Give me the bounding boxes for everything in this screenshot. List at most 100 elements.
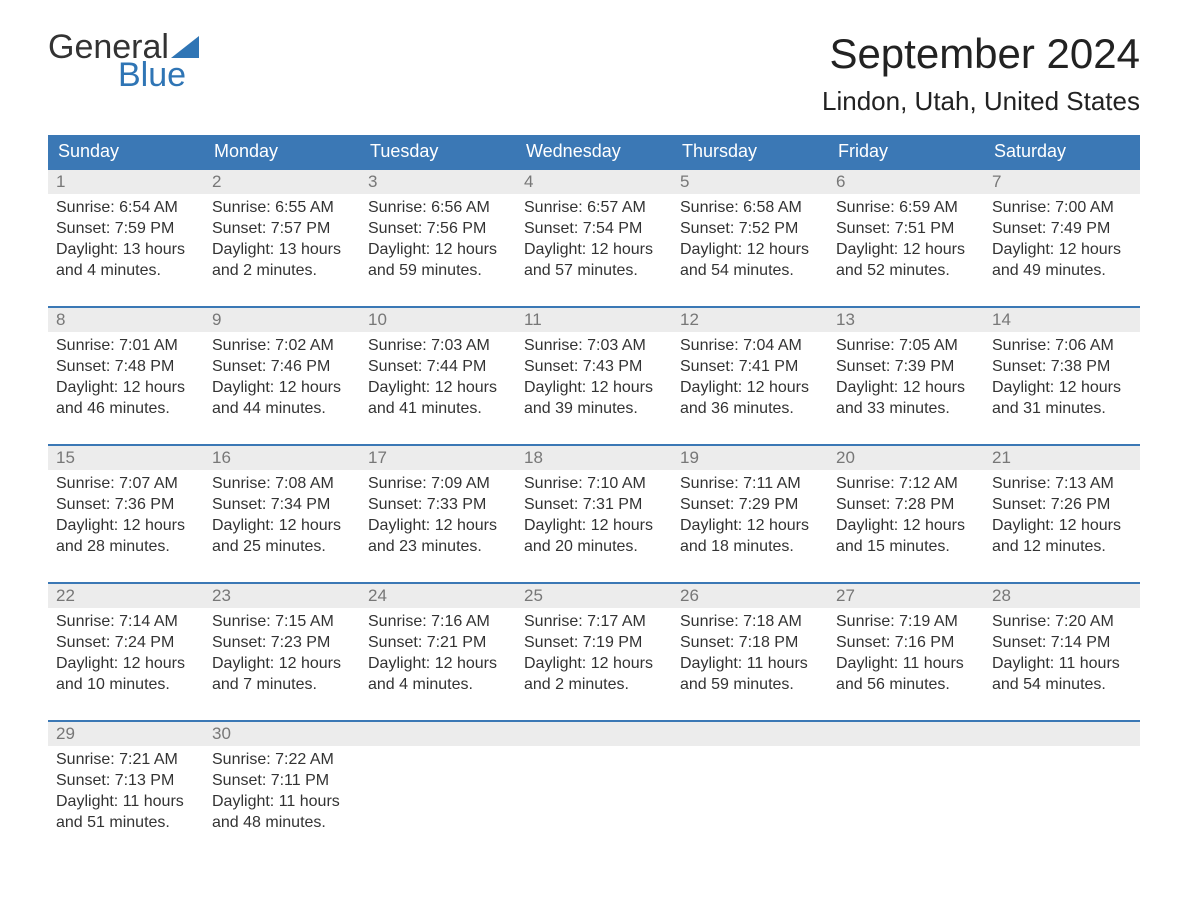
day-d1: Daylight: 12 hours bbox=[836, 516, 976, 536]
day-d2: and 7 minutes. bbox=[212, 675, 352, 695]
day-d1: Daylight: 12 hours bbox=[524, 654, 664, 674]
day-sunset: Sunset: 7:21 PM bbox=[368, 633, 508, 653]
day-sunset: Sunset: 7:48 PM bbox=[56, 357, 196, 377]
day-cell: Sunrise: 7:19 AMSunset: 7:16 PMDaylight:… bbox=[828, 608, 984, 698]
day-d1: Daylight: 12 hours bbox=[836, 378, 976, 398]
day-number: 22 bbox=[48, 582, 204, 608]
day-d2: and 54 minutes. bbox=[992, 675, 1132, 695]
header: General Blue September 2024 Lindon, Utah… bbox=[48, 30, 1140, 117]
day-cell: Sunrise: 7:08 AMSunset: 7:34 PMDaylight:… bbox=[204, 470, 360, 560]
day-sunrise: Sunrise: 7:20 AM bbox=[992, 612, 1132, 632]
day-d1: Daylight: 12 hours bbox=[368, 378, 508, 398]
day-sunset: Sunset: 7:19 PM bbox=[524, 633, 664, 653]
day-sunrise: Sunrise: 7:16 AM bbox=[368, 612, 508, 632]
week-row: 2930Sunrise: 7:21 AMSunset: 7:13 PMDayli… bbox=[48, 720, 1140, 836]
day-d2: and 2 minutes. bbox=[524, 675, 664, 695]
day-cell: Sunrise: 6:58 AMSunset: 7:52 PMDaylight:… bbox=[672, 194, 828, 284]
day-cell: Sunrise: 7:00 AMSunset: 7:49 PMDaylight:… bbox=[984, 194, 1140, 284]
day-cell: Sunrise: 7:10 AMSunset: 7:31 PMDaylight:… bbox=[516, 470, 672, 560]
day-number: 1 bbox=[48, 168, 204, 194]
day-cell: Sunrise: 7:03 AMSunset: 7:43 PMDaylight:… bbox=[516, 332, 672, 422]
day-cell: Sunrise: 7:21 AMSunset: 7:13 PMDaylight:… bbox=[48, 746, 204, 836]
day-number: 10 bbox=[360, 306, 516, 332]
day-number bbox=[516, 720, 672, 746]
day-d2: and 10 minutes. bbox=[56, 675, 196, 695]
day-number: 24 bbox=[360, 582, 516, 608]
day-number: 14 bbox=[984, 306, 1140, 332]
day-cell: Sunrise: 7:03 AMSunset: 7:44 PMDaylight:… bbox=[360, 332, 516, 422]
day-sunrise: Sunrise: 7:22 AM bbox=[212, 750, 352, 770]
day-d2: and 46 minutes. bbox=[56, 399, 196, 419]
day-d1: Daylight: 12 hours bbox=[680, 240, 820, 260]
day-number: 21 bbox=[984, 444, 1140, 470]
day-d1: Daylight: 12 hours bbox=[56, 654, 196, 674]
day-d1: Daylight: 12 hours bbox=[212, 378, 352, 398]
day-d1: Daylight: 12 hours bbox=[836, 240, 976, 260]
day-d2: and 39 minutes. bbox=[524, 399, 664, 419]
day-cell bbox=[828, 746, 984, 836]
day-cell: Sunrise: 7:01 AMSunset: 7:48 PMDaylight:… bbox=[48, 332, 204, 422]
day-d1: Daylight: 12 hours bbox=[212, 654, 352, 674]
day-d2: and 59 minutes. bbox=[680, 675, 820, 695]
weekday-friday: Friday bbox=[828, 135, 984, 168]
day-cell: Sunrise: 7:22 AMSunset: 7:11 PMDaylight:… bbox=[204, 746, 360, 836]
day-sunset: Sunset: 7:36 PM bbox=[56, 495, 196, 515]
month-title: September 2024 bbox=[822, 30, 1140, 78]
day-sunset: Sunset: 7:33 PM bbox=[368, 495, 508, 515]
brand-logo: General Blue bbox=[48, 30, 199, 92]
day-sunrise: Sunrise: 7:03 AM bbox=[524, 336, 664, 356]
day-cell bbox=[516, 746, 672, 836]
day-d1: Daylight: 12 hours bbox=[680, 378, 820, 398]
day-d1: Daylight: 12 hours bbox=[56, 378, 196, 398]
day-sunrise: Sunrise: 6:59 AM bbox=[836, 198, 976, 218]
day-cell: Sunrise: 7:18 AMSunset: 7:18 PMDaylight:… bbox=[672, 608, 828, 698]
day-sunrise: Sunrise: 6:55 AM bbox=[212, 198, 352, 218]
day-cell: Sunrise: 7:02 AMSunset: 7:46 PMDaylight:… bbox=[204, 332, 360, 422]
weekday-thursday: Thursday bbox=[672, 135, 828, 168]
day-sunset: Sunset: 7:23 PM bbox=[212, 633, 352, 653]
day-d1: Daylight: 11 hours bbox=[56, 792, 196, 812]
day-sunset: Sunset: 7:31 PM bbox=[524, 495, 664, 515]
day-cell bbox=[360, 746, 516, 836]
day-sunrise: Sunrise: 6:56 AM bbox=[368, 198, 508, 218]
day-cell: Sunrise: 6:55 AMSunset: 7:57 PMDaylight:… bbox=[204, 194, 360, 284]
day-d1: Daylight: 13 hours bbox=[56, 240, 196, 260]
day-d2: and 31 minutes. bbox=[992, 399, 1132, 419]
day-sunrise: Sunrise: 7:04 AM bbox=[680, 336, 820, 356]
day-sunrise: Sunrise: 7:01 AM bbox=[56, 336, 196, 356]
day-number: 18 bbox=[516, 444, 672, 470]
week-row: 1234567Sunrise: 6:54 AMSunset: 7:59 PMDa… bbox=[48, 168, 1140, 284]
day-sunrise: Sunrise: 7:02 AM bbox=[212, 336, 352, 356]
day-d2: and 56 minutes. bbox=[836, 675, 976, 695]
day-number bbox=[672, 720, 828, 746]
day-sunrise: Sunrise: 7:21 AM bbox=[56, 750, 196, 770]
day-sunset: Sunset: 7:44 PM bbox=[368, 357, 508, 377]
day-sunrise: Sunrise: 6:54 AM bbox=[56, 198, 196, 218]
day-d2: and 41 minutes. bbox=[368, 399, 508, 419]
day-sunset: Sunset: 7:13 PM bbox=[56, 771, 196, 791]
day-d2: and 36 minutes. bbox=[680, 399, 820, 419]
day-d2: and 57 minutes. bbox=[524, 261, 664, 281]
day-cell: Sunrise: 6:57 AMSunset: 7:54 PMDaylight:… bbox=[516, 194, 672, 284]
day-cell: Sunrise: 7:05 AMSunset: 7:39 PMDaylight:… bbox=[828, 332, 984, 422]
day-number: 17 bbox=[360, 444, 516, 470]
day-d1: Daylight: 11 hours bbox=[836, 654, 976, 674]
day-d1: Daylight: 11 hours bbox=[680, 654, 820, 674]
day-number: 3 bbox=[360, 168, 516, 194]
day-cell bbox=[672, 746, 828, 836]
day-sunset: Sunset: 7:49 PM bbox=[992, 219, 1132, 239]
day-sunrise: Sunrise: 7:00 AM bbox=[992, 198, 1132, 218]
day-cell: Sunrise: 7:20 AMSunset: 7:14 PMDaylight:… bbox=[984, 608, 1140, 698]
day-cell: Sunrise: 7:17 AMSunset: 7:19 PMDaylight:… bbox=[516, 608, 672, 698]
day-cell: Sunrise: 7:14 AMSunset: 7:24 PMDaylight:… bbox=[48, 608, 204, 698]
day-d1: Daylight: 12 hours bbox=[992, 378, 1132, 398]
day-sunrise: Sunrise: 7:10 AM bbox=[524, 474, 664, 494]
day-sunrise: Sunrise: 7:07 AM bbox=[56, 474, 196, 494]
day-number: 27 bbox=[828, 582, 984, 608]
day-sunrise: Sunrise: 7:15 AM bbox=[212, 612, 352, 632]
day-sunrise: Sunrise: 7:19 AM bbox=[836, 612, 976, 632]
day-sunrise: Sunrise: 7:13 AM bbox=[992, 474, 1132, 494]
weekday-wednesday: Wednesday bbox=[516, 135, 672, 168]
day-d2: and 59 minutes. bbox=[368, 261, 508, 281]
day-sunrise: Sunrise: 7:18 AM bbox=[680, 612, 820, 632]
